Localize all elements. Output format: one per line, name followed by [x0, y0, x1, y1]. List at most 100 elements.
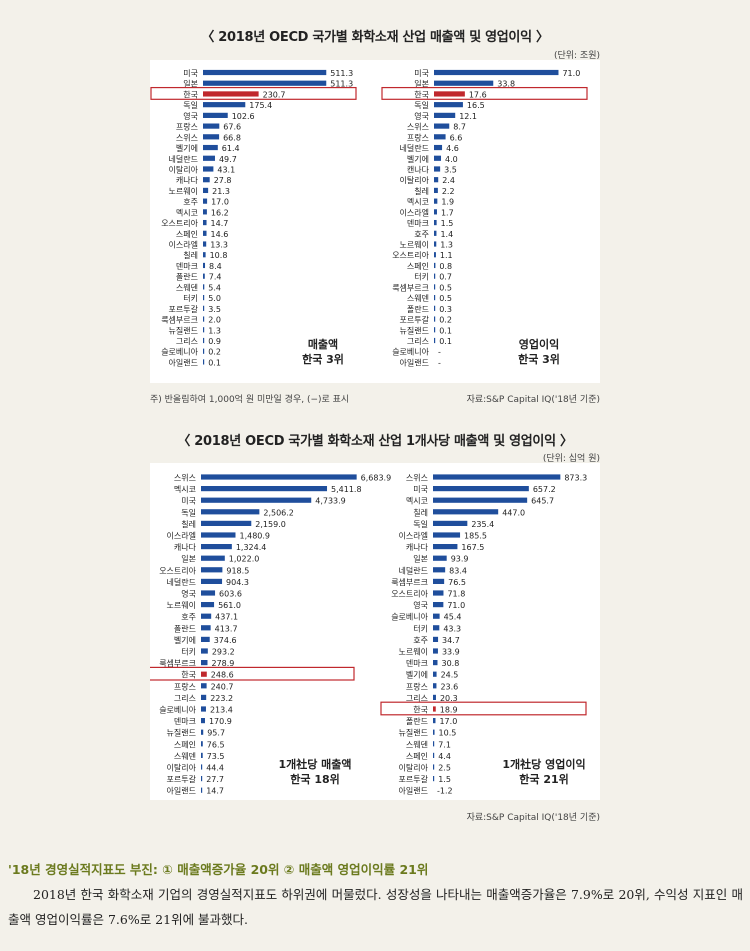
category-label: 그리스 [406, 694, 428, 703]
value-label: 904.3 [226, 578, 249, 587]
bar [203, 273, 205, 279]
category-label: 캐나다 [176, 176, 199, 185]
value-label: 293.2 [212, 648, 235, 657]
article-body: 2018년 한국 화학소재 기업의 경영실적지표도 하위권에 머물렀다. 성장성… [8, 887, 743, 927]
value-label: 4,733.9 [315, 497, 346, 506]
value-label: 175.4 [249, 101, 272, 110]
value-label: 24.5 [441, 671, 459, 680]
chart-0-group: 미국 511.3 일본 511.3 한국 230.7 독일 175.4 영국 102.6 프랑스 67… [150, 69, 357, 367]
bar [433, 544, 458, 550]
category-label: 스위스 [406, 474, 428, 483]
bar [201, 660, 208, 666]
chart1-unit: (단위: 조원) [553, 51, 600, 61]
category-label: 칠레 [413, 508, 428, 517]
value-label: 235.4 [471, 520, 494, 529]
value-label: 10.8 [210, 251, 228, 260]
value-label: 230.7 [263, 90, 286, 99]
value-label: 0.3 [439, 305, 452, 314]
bar [434, 241, 437, 247]
category-label: 스위스 [176, 133, 198, 142]
bar [434, 295, 436, 301]
bar [433, 578, 445, 584]
value-label: 0.8 [439, 262, 452, 271]
value-label: 413.7 [215, 624, 238, 633]
value-label: 0.2 [208, 348, 221, 357]
bar [203, 102, 246, 108]
category-label: 포르투갈 [399, 775, 429, 784]
value-label: 0.1 [439, 326, 452, 335]
category-label: 영국 [181, 589, 196, 599]
category-label: 이스라엘 [167, 531, 196, 541]
category-label: 폴란드 [176, 272, 198, 282]
bar [433, 532, 461, 538]
value-label: 0.1 [208, 358, 221, 367]
category-label: 영국 [413, 600, 428, 610]
category-label: 덴마크 [176, 262, 198, 271]
category-label: 프랑스 [406, 681, 428, 691]
chart-1-group: 미국 71.0 일본 33.8 한국 17.6 독일 16.5 영국 12.1 스위스 8.7 프랑스 6… [381, 69, 588, 367]
value-label: 0.9 [208, 337, 221, 346]
category-label: 호주 [183, 198, 198, 207]
bar [201, 578, 223, 584]
bar [203, 144, 218, 151]
panel-label-line1: 영업이익 [519, 337, 559, 351]
category-label: 터키 [181, 648, 196, 657]
bar [201, 602, 215, 608]
bar [201, 625, 211, 631]
category-label: 폴란드 [406, 716, 428, 726]
category-label: 영국 [414, 111, 429, 121]
category-label: 호주 [414, 230, 429, 239]
bar [203, 284, 205, 290]
category-label: 스위스 [407, 123, 429, 132]
category-label: 그리스 [176, 337, 198, 346]
bar [433, 509, 499, 515]
category-label: 뉴질랜드 [399, 728, 428, 738]
chart1-title: 〈 2018년 OECD 국가별 화학소재 산업 매출액 및 영업이익 〉 [201, 30, 549, 45]
chart-3-group: 스위스 873.3 미국 657.2 멕시코 645.7 칠레 447.0 독일 235.4 이스라… [380, 474, 587, 796]
bar [434, 273, 436, 279]
value-label: 0.7 [439, 273, 452, 282]
bar [433, 752, 435, 758]
category-label: 멕시코 [176, 207, 198, 217]
category-label: 미국 [414, 69, 429, 78]
category-label: 한국 [413, 706, 428, 715]
value-label: 185.5 [464, 532, 487, 541]
category-label: 한국 [181, 671, 196, 680]
value-label: 27.7 [206, 775, 224, 784]
bar [433, 520, 468, 526]
highlight-box [380, 701, 587, 716]
value-label: 17.6 [469, 90, 487, 99]
category-label: 호주 [413, 636, 428, 645]
category-label: 벨기에 [407, 154, 429, 164]
bar [201, 636, 210, 642]
value-label: 49.7 [219, 155, 237, 164]
value-label: 14.6 [211, 230, 229, 239]
value-label: 23.6 [440, 682, 458, 691]
value-label: 4.0 [445, 155, 458, 164]
value-label: 167.5 [461, 543, 484, 552]
category-label: 한국 [183, 90, 198, 99]
bar [201, 497, 312, 503]
value-label: 223.2 [210, 694, 233, 703]
value-label: 1.5 [438, 775, 451, 784]
highlight-box [150, 86, 357, 100]
value-label: 240.7 [211, 682, 234, 691]
bar [203, 198, 208, 204]
category-label: 프랑스 [407, 132, 429, 142]
category-label: 네덜란드 [400, 143, 429, 153]
bar [201, 706, 206, 712]
value-label: 14.7 [211, 219, 229, 228]
category-label: 오스트리아 [392, 250, 429, 260]
category-label: 덴마크 [407, 219, 429, 228]
value-label: 213.4 [210, 706, 233, 715]
category-label: 스페인 [407, 261, 429, 271]
bar [201, 764, 203, 770]
category-label: 오스트리아 [159, 565, 196, 575]
category-label: 터키 [414, 273, 429, 282]
value-label: 3.5 [208, 305, 221, 314]
chart2-source: 자료:S&P Capital IQ('18년 기준) [466, 813, 600, 823]
category-label: 미국 [183, 69, 198, 78]
category-label: 노르웨이 [169, 186, 198, 196]
value-label: 278.9 [211, 659, 234, 668]
category-label: 일본 [413, 555, 428, 564]
